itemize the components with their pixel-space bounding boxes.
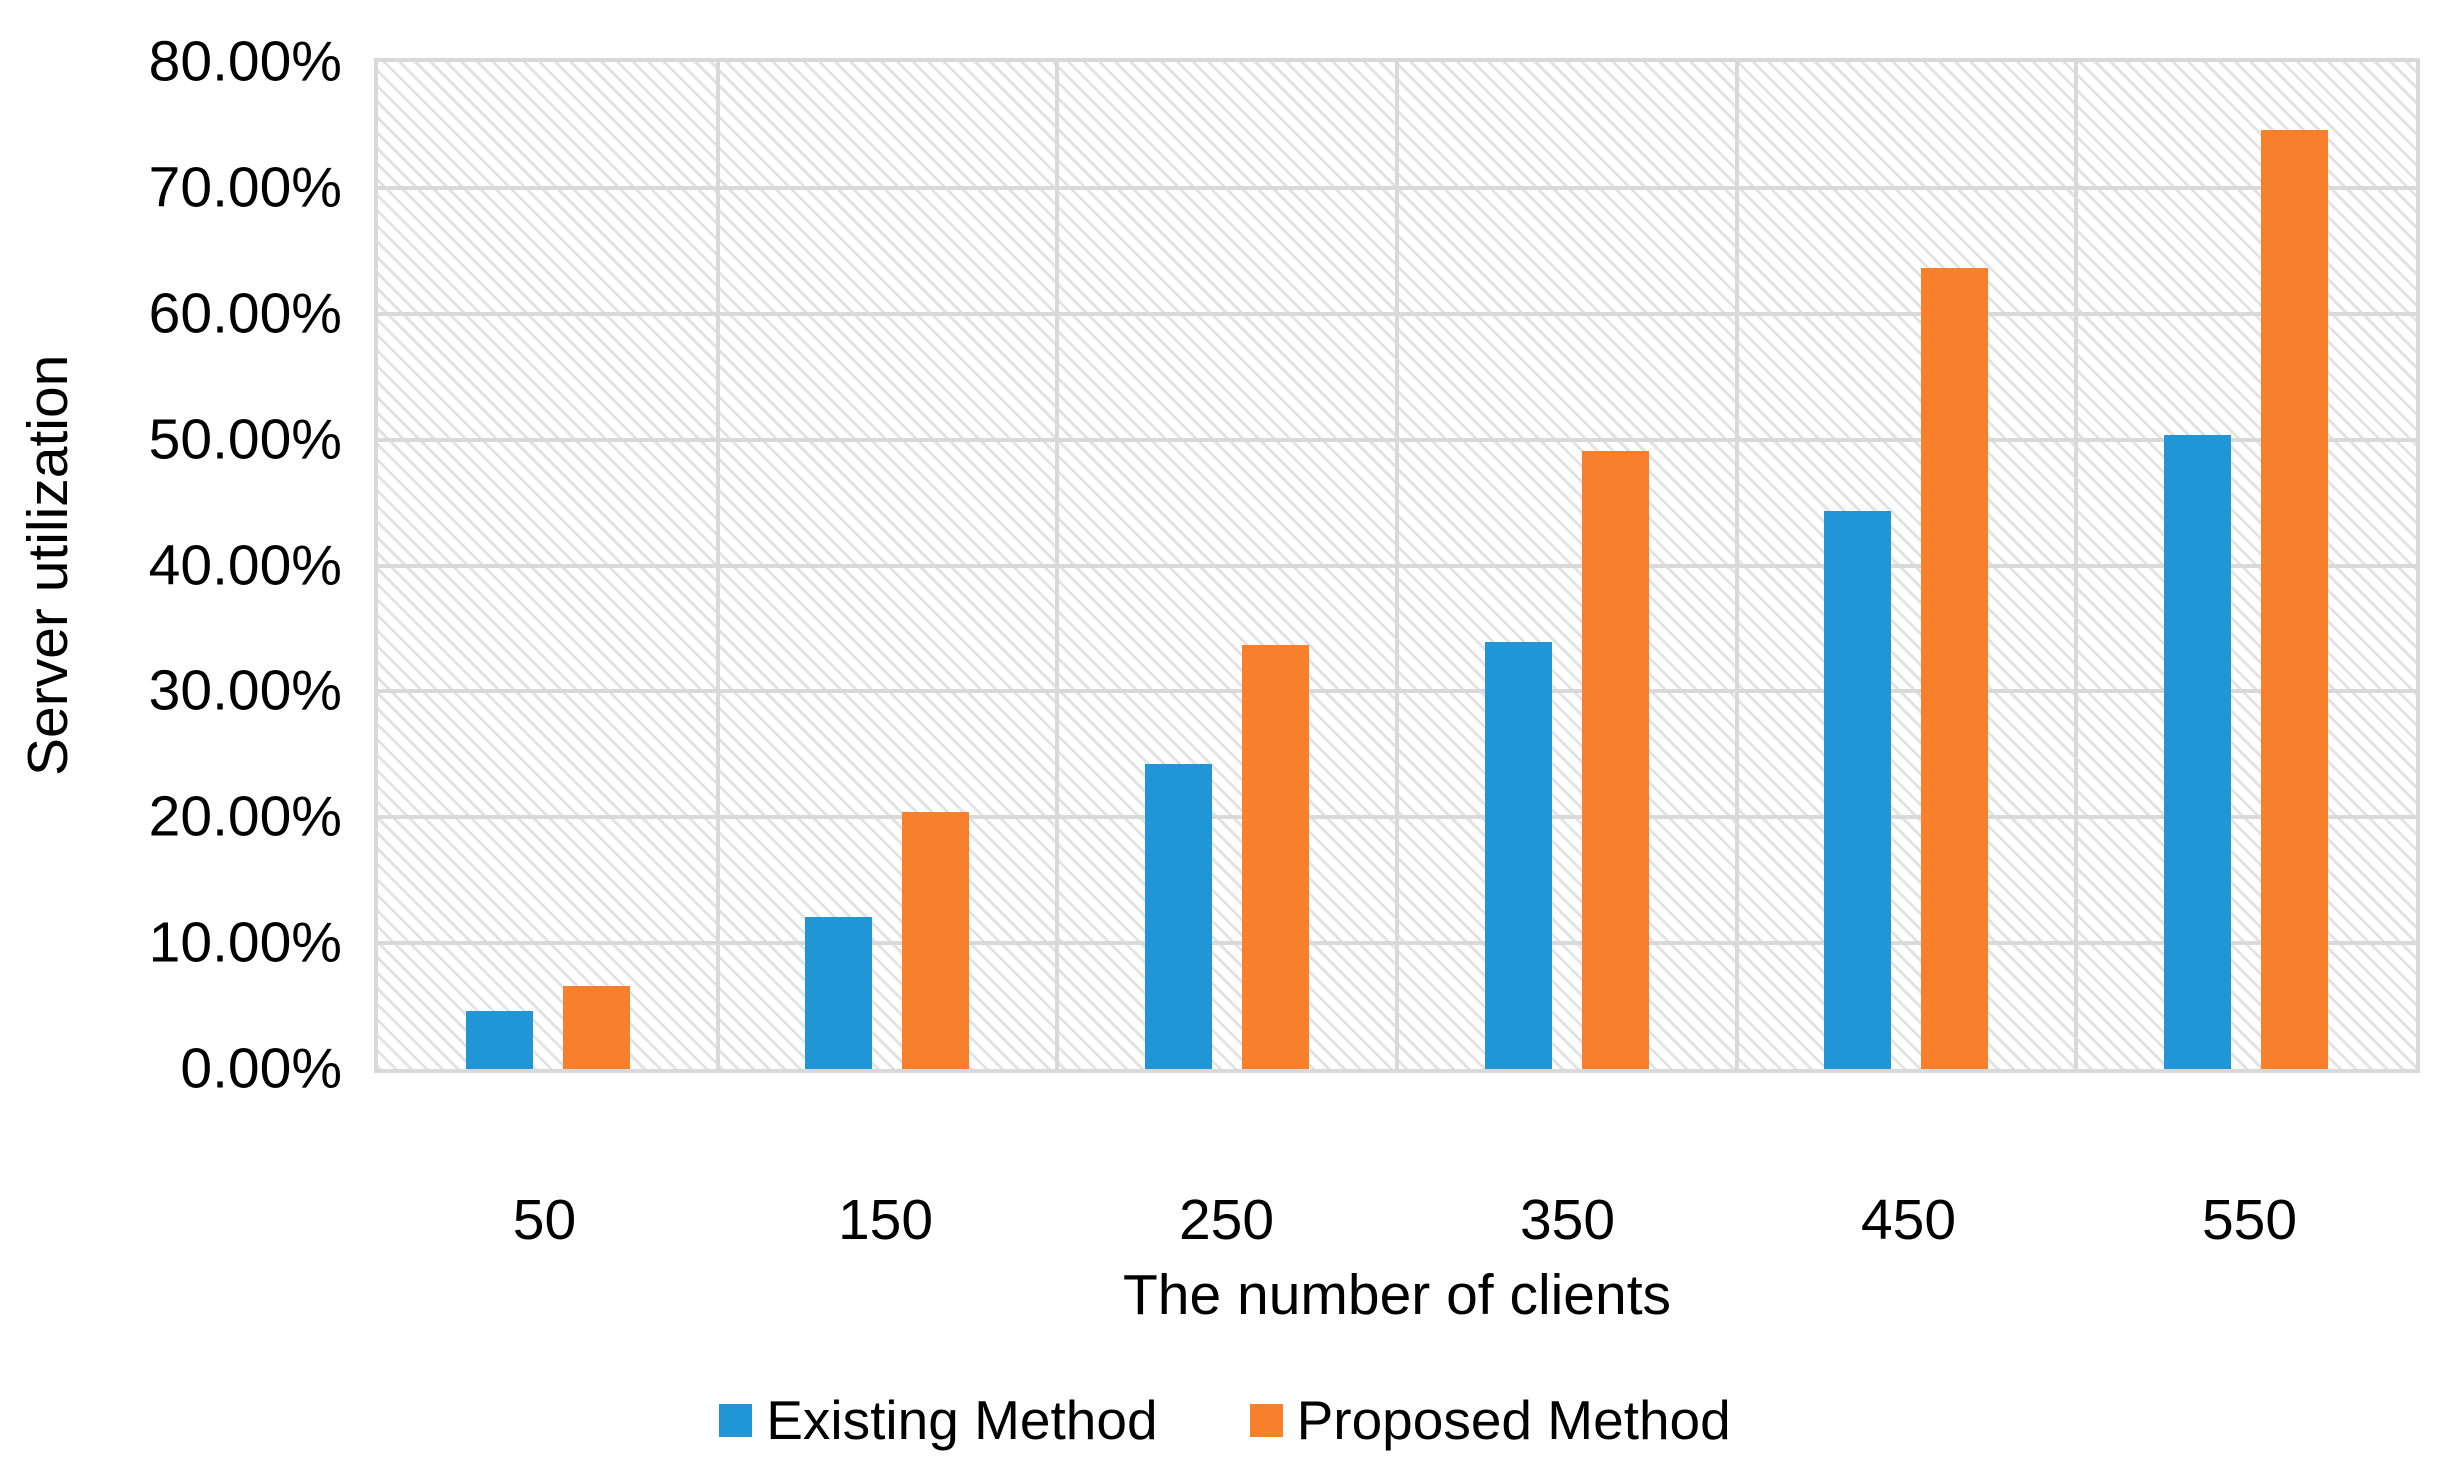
y-tick-label: 10.00%	[148, 910, 342, 975]
bar-existing-method-350	[1484, 642, 1552, 1069]
bar-proposed-method-250	[1242, 644, 1310, 1069]
v-gridline	[1395, 62, 1399, 1069]
bar-proposed-method-50	[562, 985, 630, 1069]
bar-group-50	[378, 62, 718, 1069]
bar-group-350	[1397, 62, 1737, 1069]
bar-existing-method-550	[2164, 434, 2232, 1069]
x-tick-label-350: 350	[1519, 1188, 1616, 1252]
bar-group-450	[1737, 62, 2077, 1069]
y-tick-label: 70.00%	[148, 155, 342, 220]
x-tick-label-550: 550	[2201, 1188, 2298, 1252]
y-axis-tick-labels: 80.00% 70.00% 60.00% 50.00% 40.00% 30.00% 20.0…	[0, 33, 342, 1097]
x-tick-label-50: 50	[512, 1188, 577, 1252]
bar-existing-method-50	[465, 1011, 533, 1069]
legend-label: Proposed Method	[1296, 1389, 1731, 1451]
bar-existing-method-150	[805, 916, 873, 1069]
v-gridline	[715, 62, 720, 1069]
legend-item-existing-method: Existing Method	[719, 1388, 1158, 1452]
bar-proposed-method-550	[2261, 129, 2329, 1069]
y-tick-label: 80.00%	[148, 29, 342, 94]
bar-existing-method-250	[1145, 764, 1213, 1069]
y-tick-label: 30.00%	[148, 658, 342, 723]
legend-marker-icon	[719, 1403, 753, 1437]
bar-proposed-method-150	[902, 812, 970, 1069]
bar-group-550	[2076, 62, 2416, 1069]
v-gridline	[1734, 62, 1739, 1069]
x-tick-label-150: 150	[837, 1188, 934, 1252]
v-gridline	[2074, 62, 2079, 1069]
x-tick-label-450: 450	[1860, 1188, 1957, 1252]
bar-proposed-method-350	[1581, 450, 1649, 1069]
x-tick-label-250: 250	[1178, 1188, 1275, 1252]
y-tick-label: 40.00%	[148, 533, 342, 597]
x-axis-title: The number of clients	[1122, 1263, 1672, 1327]
bar-group-250	[1057, 62, 1397, 1069]
bar-group-150	[718, 62, 1058, 1069]
v-gridline	[1055, 62, 1060, 1069]
plot-area	[374, 58, 2420, 1073]
y-tick-label: 20.00%	[148, 784, 342, 849]
y-tick-label: 60.00%	[148, 281, 342, 346]
x-axis-tick-labels: 50 150 250 350 450 550	[374, 1180, 2420, 1260]
y-tick-label: 50.00%	[148, 407, 342, 472]
bar-proposed-method-450	[1921, 268, 1989, 1069]
legend-label: Existing Method	[766, 1389, 1158, 1451]
legend-item-proposed-method: Proposed Method	[1249, 1388, 1731, 1452]
bar-existing-method-450	[1824, 511, 1892, 1069]
y-tick-label: 0.00%	[180, 1036, 342, 1101]
legend-marker-icon	[1249, 1403, 1283, 1437]
chart-legend: Existing Method Proposed Method	[0, 1388, 2450, 1452]
